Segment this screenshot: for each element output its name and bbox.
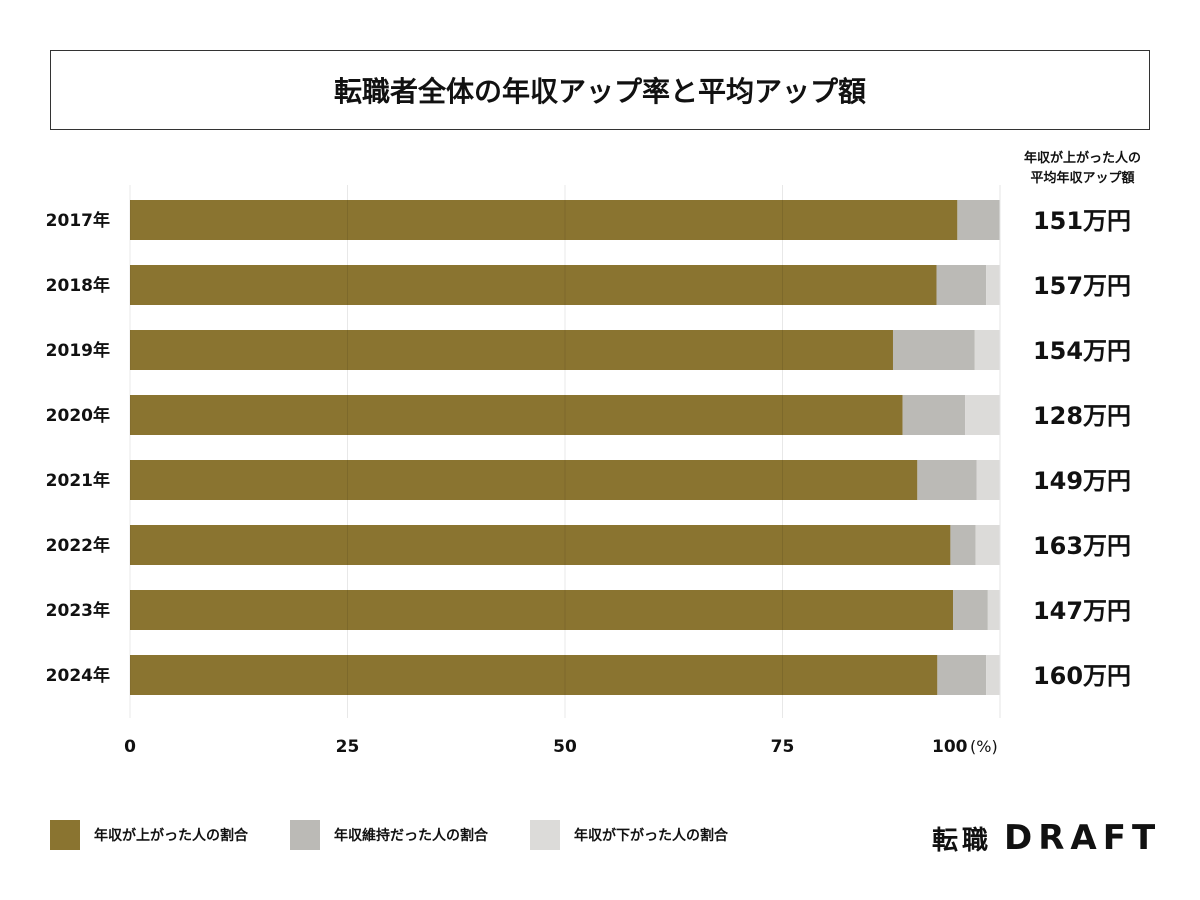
x-tick-label: 75 [771, 737, 795, 757]
amount-header-line1: 年収が上がった人の [1023, 151, 1141, 166]
bar-segment-0 [130, 395, 903, 435]
bar-segment-1 [917, 460, 977, 500]
legend-swatch-up [50, 820, 80, 850]
x-tick-label: 50 [553, 737, 577, 757]
x-tick-label: 100 [932, 737, 968, 757]
amount-header-line2: 平均年収アップ額 [1030, 171, 1135, 186]
bar-segment-0 [130, 265, 937, 305]
bar-segment-2 [986, 655, 1000, 695]
bar-segment-0 [130, 590, 954, 630]
logo-latin: DRAFT [1004, 818, 1162, 858]
bar-segment-1 [950, 525, 976, 565]
amount-column-header: 年収が上がった人の 平均年収アップ額 [1000, 149, 1165, 189]
x-tick-label: 0 [124, 737, 136, 757]
bar-segment-2 [974, 330, 1000, 370]
bar-segment-2 [976, 460, 1000, 500]
amount-label: 151万円 [1033, 207, 1131, 235]
category-label: 2022年 [46, 535, 110, 556]
bar-segment-2 [965, 395, 1000, 435]
bar-segment-0 [130, 200, 958, 240]
category-label: 2020年 [46, 405, 110, 426]
category-label: 2017年 [46, 210, 110, 231]
category-label: 2021年 [46, 470, 110, 491]
category-label: 2024年 [46, 665, 110, 686]
x-tick-label: 25 [336, 737, 360, 757]
bar-segment-0 [130, 460, 918, 500]
bar-segment-0 [130, 525, 951, 565]
chart-title: 転職者全体の年収アップ率と平均アップ額 [50, 50, 1150, 130]
bar-segment-0 [130, 655, 938, 695]
amount-label: 154万円 [1033, 337, 1131, 365]
logo-kanji: 転職 [932, 825, 993, 856]
bar-segment-1 [957, 200, 1000, 240]
amount-label: 149万円 [1033, 467, 1131, 495]
x-axis-unit: (%) [970, 737, 998, 756]
legend-swatch-same [290, 820, 320, 850]
legend-item-up: 年収が上がった人の割合 [50, 820, 248, 850]
bar-segment-2 [975, 525, 1000, 565]
bar-segment-1 [937, 655, 987, 695]
bar-segment-1 [892, 330, 975, 370]
legend-item-same: 年収維持だった人の割合 [290, 820, 488, 850]
bar-segment-1 [953, 590, 988, 630]
category-label: 2019年 [46, 340, 110, 361]
amount-label: 147万円 [1033, 597, 1131, 625]
bar-segment-1 [902, 395, 966, 435]
amount-label: 160万円 [1033, 662, 1131, 690]
category-label: 2023年 [46, 600, 110, 621]
legend-item-down: 年収が下がった人の割合 [530, 820, 728, 850]
legend-label-same: 年収維持だった人の割合 [334, 828, 488, 844]
legend-swatch-down [530, 820, 560, 850]
amount-label: 128万円 [1033, 402, 1131, 430]
bar-segment-2 [986, 265, 1000, 305]
category-label: 2018年 [46, 275, 110, 296]
legend-label-up: 年収が上がった人の割合 [94, 828, 248, 844]
amount-label: 163万円 [1033, 532, 1131, 560]
bar-segment-0 [130, 330, 893, 370]
legend-label-down: 年収が下がった人の割合 [574, 828, 728, 844]
draft-logo: 転職 DRAFT [932, 818, 1161, 858]
bar-segment-1 [936, 265, 987, 305]
amount-label: 157万円 [1033, 272, 1131, 300]
bar-segment-2 [987, 590, 1000, 630]
